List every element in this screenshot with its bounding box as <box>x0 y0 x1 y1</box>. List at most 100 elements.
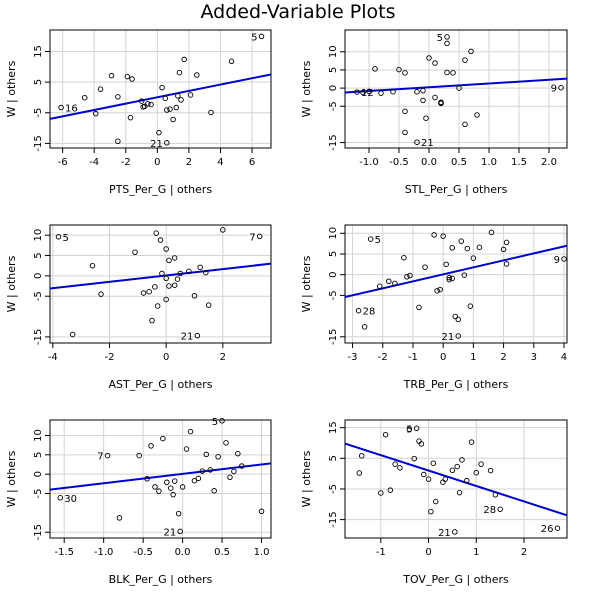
data-point <box>354 89 360 95</box>
data-point <box>256 233 263 240</box>
y-tick-label: 10 <box>33 429 44 442</box>
point-label: 5 <box>212 417 218 428</box>
data-point <box>239 463 245 469</box>
data-point <box>199 468 206 474</box>
point-label: 21 <box>421 138 434 149</box>
data-point <box>432 498 439 505</box>
y-tick-label: 5 <box>33 79 44 85</box>
data-point <box>176 69 183 76</box>
x-tick-label: -4 <box>89 157 99 168</box>
y-axis-label: W | others <box>300 60 313 117</box>
data-point <box>179 484 186 490</box>
plot-frame <box>49 224 272 344</box>
data-point <box>148 443 154 449</box>
data-point <box>366 88 372 95</box>
data-point <box>153 230 159 236</box>
data-point <box>104 452 111 459</box>
data-point <box>437 286 443 293</box>
plot-frame <box>344 224 568 344</box>
x-tick-label: -1.0 <box>94 547 114 558</box>
data-point <box>177 528 183 535</box>
point-label: 7 <box>249 232 255 243</box>
x-tick-label: -1.0 <box>359 157 379 168</box>
data-point <box>478 461 484 467</box>
x-tick-label: 4 <box>217 157 223 168</box>
y-tick-label: 0 <box>328 85 339 91</box>
data-point <box>440 233 446 239</box>
data-point <box>503 261 510 267</box>
data-point <box>191 293 198 299</box>
x-tick-label: 0.0 <box>421 157 437 168</box>
panel-5: -1.5 -1.0 -0.5 0.0 0.5 1.0 -15 -5 0 5 10 BLK_Per_G … <box>5 417 272 586</box>
data-point <box>168 485 174 491</box>
data-point <box>171 478 178 484</box>
data-point <box>163 296 169 303</box>
regression-line <box>345 244 567 299</box>
x-tick-label: 1 <box>473 547 479 558</box>
data-point <box>183 446 190 452</box>
y-tick-label: -15 <box>328 511 339 527</box>
data-point <box>228 58 235 65</box>
data-point <box>194 332 201 339</box>
data-point <box>156 488 162 494</box>
data-point <box>191 477 198 484</box>
data-point <box>378 90 384 96</box>
data-point <box>414 139 420 145</box>
x-tick-label: 1 <box>470 352 476 363</box>
x-tick-label: -0.5 <box>389 157 409 168</box>
point-label: 21 <box>181 332 194 343</box>
data-point <box>462 121 468 128</box>
y-tick-label: 5 <box>33 252 44 258</box>
data-point <box>203 451 210 458</box>
y-tick-label: 10 <box>328 227 339 240</box>
y-tick-label: 5 <box>328 455 339 461</box>
data-point <box>431 232 437 238</box>
x-tick-label: 0 <box>163 352 169 363</box>
data-point <box>444 40 450 47</box>
data-point <box>452 529 458 535</box>
data-point <box>149 317 155 324</box>
point-label: 30 <box>64 494 77 505</box>
x-tick-label: 0 <box>154 157 160 168</box>
x-tick-label: -0.5 <box>133 547 153 558</box>
data-point <box>166 283 172 289</box>
data-point <box>167 106 173 112</box>
y-tick-label: -15 <box>328 329 339 345</box>
data-point <box>159 270 165 277</box>
point-label: 5 <box>437 33 443 44</box>
data-point <box>186 268 192 275</box>
y-axis-label: W | others <box>5 60 18 117</box>
data-point <box>69 331 76 338</box>
data-point <box>440 479 446 485</box>
data-point <box>166 257 172 264</box>
data-point <box>488 229 495 236</box>
data-point <box>450 70 456 76</box>
x-tick-label: 1.5 <box>511 157 527 168</box>
data-point <box>402 129 408 136</box>
data-point <box>378 490 384 496</box>
x-tick-label: -2 <box>121 157 131 168</box>
y-tick-label: -15 <box>33 329 44 345</box>
y-tick-label: 5 <box>328 251 339 257</box>
data-point <box>421 471 427 478</box>
y-tick-label: -5 <box>328 101 339 111</box>
data-point <box>173 104 180 111</box>
point-label: 9 <box>554 255 560 266</box>
data-point <box>416 304 422 311</box>
x-axis-label: TOV_Per_G | others <box>402 573 509 586</box>
data-point <box>422 264 428 270</box>
data-point <box>81 94 88 101</box>
data-point <box>434 288 440 294</box>
data-point <box>157 237 164 243</box>
data-point <box>418 441 425 447</box>
y-axis-label: W | others <box>300 450 313 507</box>
data-point <box>127 114 134 121</box>
point-label: 28 <box>363 307 376 318</box>
data-point <box>164 107 170 113</box>
data-point <box>454 463 460 470</box>
data-point <box>459 457 465 463</box>
x-tick-label: 0.5 <box>214 547 230 558</box>
data-point <box>207 467 213 473</box>
data-point <box>171 282 178 288</box>
y-axis-label: W | others <box>5 450 18 507</box>
